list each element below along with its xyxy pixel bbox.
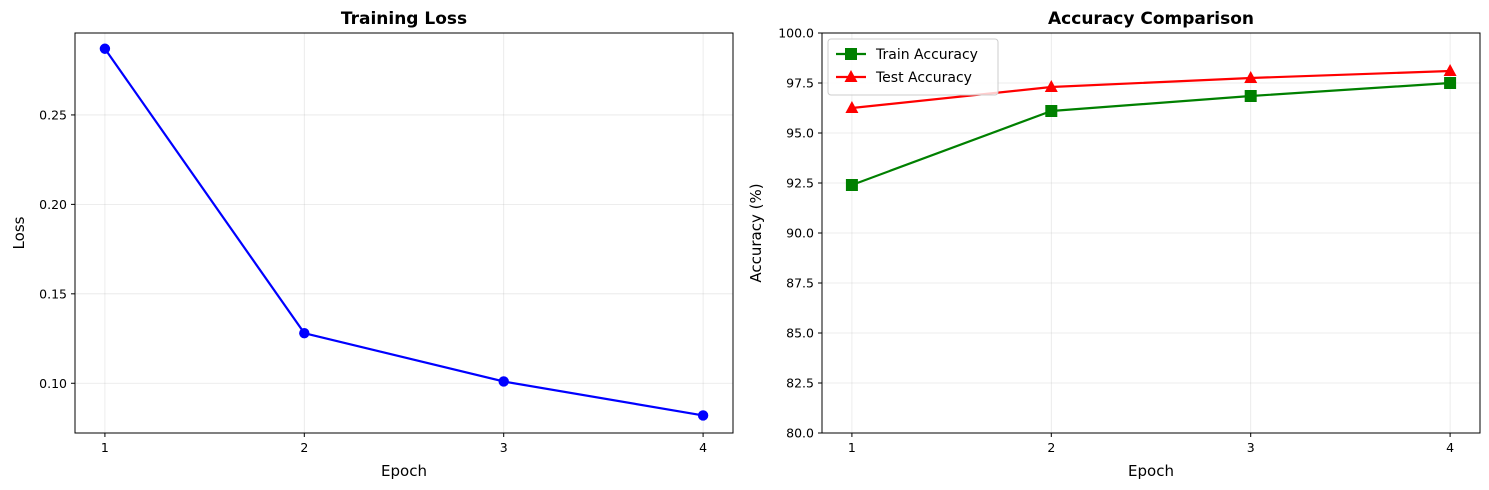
x-tick-label: 1 — [848, 440, 856, 455]
data-point — [1244, 71, 1258, 83]
data-point — [1443, 64, 1457, 76]
y-tick-label: 85.0 — [786, 326, 814, 341]
y-axis-label: Loss — [10, 216, 28, 249]
legend-marker — [845, 48, 857, 60]
y-tick-label: 82.5 — [786, 376, 814, 391]
data-point — [845, 101, 859, 113]
data-point — [697, 410, 709, 421]
series-0 — [845, 77, 1457, 191]
y-tick-label: 0.10 — [39, 376, 67, 391]
data-point — [1045, 105, 1058, 117]
legend-label: Test Accuracy — [875, 70, 972, 86]
chart-title: Training Loss — [341, 9, 467, 29]
y-axis-label: Accuracy (%) — [747, 183, 765, 282]
x-tick-label: 2 — [300, 440, 308, 455]
legend: Train Accuracy Test Accuracy — [827, 38, 999, 96]
y-tick-label: 0.25 — [39, 107, 67, 122]
plot-frame — [74, 32, 734, 434]
y-tick-label: 0.20 — [39, 197, 67, 212]
y-tick-label: 80.0 — [786, 426, 814, 441]
series-line — [104, 48, 704, 417]
y-tick-label: 100.0 — [778, 26, 814, 41]
data-point — [1444, 77, 1457, 89]
data-point — [845, 179, 858, 191]
x-tick-label: 4 — [1446, 440, 1454, 455]
data-point — [99, 43, 111, 54]
training-loss-panel: 1 2 3 4 0.10 0.15 0.20 0.25 Training Loss Epoch Lo… — [10, 9, 734, 480]
legend-marker — [844, 70, 858, 82]
x-tick-label: 4 — [699, 440, 707, 455]
data-point — [1044, 80, 1058, 92]
x-axis-label: Epoch — [381, 462, 427, 480]
x-tick-label: 2 — [1047, 440, 1055, 455]
x-axis-label: Epoch — [1128, 462, 1174, 480]
series-line — [851, 81, 1451, 187]
x-tick-label: 3 — [1247, 440, 1255, 455]
chart-title: Accuracy Comparison — [1048, 9, 1254, 29]
y-tick-label: 87.5 — [786, 276, 814, 291]
y-tick-label: 92.5 — [786, 176, 814, 191]
x-tick-label: 1 — [101, 440, 109, 455]
data-point — [1244, 90, 1257, 102]
data-point — [299, 327, 310, 339]
series-0 — [99, 43, 709, 421]
accuracy-comparison-panel: 1 2 3 4 80.0 82.5 85.0 87.5 90.0 92.5 95.0 97.5 100.… — [747, 9, 1481, 480]
legend-box — [827, 38, 999, 96]
series-1 — [845, 64, 1457, 113]
data-point — [498, 376, 509, 387]
x-tick-label: 3 — [500, 440, 508, 455]
legend-label: Train Accuracy — [875, 47, 978, 63]
y-tick-label: 97.5 — [786, 76, 814, 91]
y-tick-label: 95.0 — [786, 126, 814, 141]
y-tick-label: 90.0 — [786, 226, 814, 241]
series-line — [851, 69, 1451, 110]
y-tick-label: 0.15 — [39, 286, 67, 301]
